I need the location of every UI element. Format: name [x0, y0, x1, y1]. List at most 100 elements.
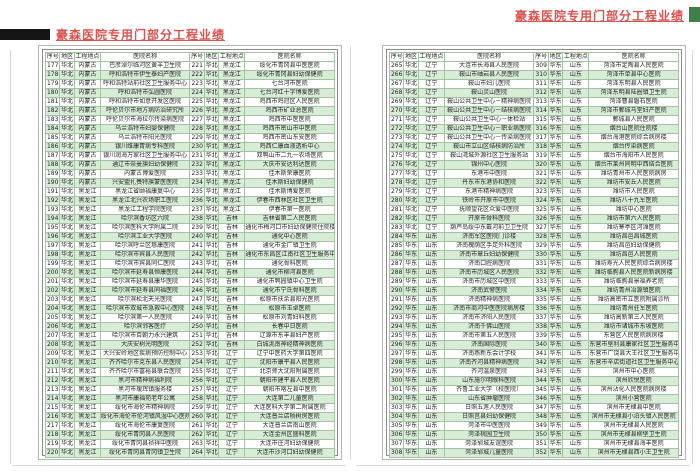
cell-location: 黑龙江 [73, 250, 101, 260]
cell-location: 辽宁 [218, 403, 246, 413]
cell-no: 216 [44, 412, 61, 422]
cell-location: 黑龙江 [218, 196, 246, 206]
cell-location: 山东 [417, 250, 445, 260]
table-row: 307 华东 山东 菏泽郓城友谊医院 351 华东 山东 滨州市无棣县海丰医院 [388, 439, 679, 449]
cell-no: 228 [189, 124, 205, 134]
cell-no: 288 [388, 268, 405, 278]
cell-region: 华北 [59, 295, 75, 305]
cell-location: 辽宁 [417, 124, 445, 134]
cell-hospital: 铁岭市开原市中医院 [443, 196, 535, 206]
cell-location: 山东 [417, 241, 445, 251]
cell-region: 华北 [403, 115, 419, 125]
cell-hospital: 通化市梅河口市妇幼保健院住院楼 [244, 223, 335, 233]
cell-location: 山东 [562, 340, 590, 350]
cell-region: 华东 [403, 241, 419, 251]
cell-hospital: 东营区人民医院病房楼 [588, 331, 679, 341]
cell-hospital: 鸡西市密山东安医院 [244, 133, 335, 143]
cell-hospital: 大连普兰店南山医院 [244, 421, 335, 431]
cell-location: 山东 [562, 97, 590, 107]
cell-region: 华北 [403, 106, 419, 116]
cell-hospital: 黑河市康福苑老年公寓 [99, 394, 191, 404]
table-row: 280 华北 辽宁 铁岭市开原市中医院 324 华东 山东 潍坊八十九军医院 [388, 196, 679, 206]
cell-location: 山东 [417, 277, 445, 287]
cell-location: 山东 [417, 448, 445, 458]
table-row: 265 华北 辽宁 大连市长海县人民医院 309 华东 山东 菏泽市定陶县人民医院 [388, 61, 679, 71]
cell-hospital: 潍坊市第六人民医院 [588, 214, 679, 224]
cell-no: 221 [189, 61, 205, 71]
cell-no: 272 [388, 124, 405, 134]
cell-no: 230 [189, 142, 205, 152]
table-row: 278 华北 辽宁 丹东市东港协和医院 322 华东 山东 潍坊市安丘人民医院 [388, 178, 679, 188]
cell-region: 华东 [547, 241, 564, 251]
table-row: 206 华北 黑龙江 哈尔滨邻客医疗 250 华北 吉林 长春中日医院 [44, 322, 335, 332]
cell-location: 辽宁 [417, 97, 445, 107]
cell-region: 华北 [203, 196, 220, 206]
cell-location: 吉林 [218, 286, 246, 296]
cell-location: 黑龙江 [73, 295, 101, 305]
cell-location: 山东 [417, 421, 445, 431]
cell-location: 山东 [417, 394, 445, 404]
cell-region: 华北 [203, 394, 220, 404]
cell-no: 328 [533, 232, 549, 242]
cell-region: 华东 [547, 331, 564, 341]
cell-region: 华北 [203, 385, 220, 395]
cell-no: 204 [44, 304, 61, 314]
cell-region: 华东 [547, 304, 564, 314]
cell-no: 348 [533, 412, 549, 422]
cell-region: 华北 [59, 313, 75, 323]
cell-hospital: 吉林省第二人民医院 [244, 214, 335, 224]
left-title-accent-bar [0, 29, 50, 40]
cell-no: 277 [388, 169, 405, 179]
table-row: 283 华北 辽宁 葫芦岛绥中东戴河前卫卫生院 327 华东 山东 潍坊寒亭区河滩医院 [388, 223, 679, 233]
table-row: 302 华东 山东 山东省肿瘤医院 346 华东 山东 滨州小营医院 [388, 394, 679, 404]
table-row: 196 华北 黑龙江 哈尔滨工业大学医院 240 华北 吉林 通化中心医院 [44, 232, 335, 242]
cell-hospital: 松原市扶余县阳光医院 [244, 295, 335, 305]
cell-location: 山东 [417, 268, 445, 278]
cell-no: 327 [533, 223, 549, 233]
cell-hospital: 呼和浩特站前社区卫生服务中心 [99, 79, 191, 89]
cell-location: 辽宁 [417, 133, 445, 143]
cell-location: 内蒙古 [73, 106, 101, 116]
cell-no: 316 [533, 124, 549, 134]
table-row: 276 华北 辽宁 锦州中心医院 320 华东 山东 烟台市莱州同明中西结合医院 [388, 160, 679, 170]
header-cell-region: 地区 [547, 52, 564, 62]
cell-region: 华北 [59, 304, 75, 314]
cell-no: 335 [533, 295, 549, 305]
cell-region: 华东 [547, 214, 564, 224]
cell-hospital: 齐鲁工业大学（校医院） [443, 385, 535, 395]
table-row: 202 华北 黑龙江 哈尔滨市延寿县同福医院 246 华北 吉林 通化市宁氏骨科医院 [44, 286, 335, 296]
cell-region: 华东 [547, 205, 564, 215]
cell-location: 黑龙江 [73, 358, 101, 368]
cell-region: 华北 [59, 115, 75, 125]
cell-region: 华东 [403, 268, 419, 278]
table-row: 207 华北 黑龙江 哈尔滨市百朝力永兴建筑 251 华北 吉林 辽源市东丰县妇产医院 [44, 331, 335, 341]
cell-no: 203 [44, 295, 61, 305]
right-title-accent-bar [689, 7, 700, 22]
cell-location: 辽宁 [417, 79, 445, 89]
cell-no: 201 [44, 277, 61, 287]
cell-region: 华北 [59, 160, 75, 170]
cell-region: 华北 [203, 367, 220, 377]
table-row: 186 华北 内蒙古 银川维康胃病专科医院 230 华北 黑龙江 鸡西仁康血液透析中心 [44, 142, 335, 152]
cell-hospital: 辽宁中医药大学第四医院 [244, 349, 335, 359]
cell-no: 185 [44, 133, 61, 143]
cell-region: 华东 [403, 421, 419, 431]
cell-location: 黑龙江 [218, 178, 246, 188]
table-row: 275 华北 辽宁 鞍山湾城外源社区卫生服务站 319 华东 山东 烟台市海阳市人民医院 [388, 151, 679, 161]
cell-hospital: 朝阳市建平县人民医院 [244, 376, 335, 386]
cell-region: 华北 [59, 277, 75, 287]
table-row: 215 华北 黑龙江 绥化市海伦市精神病院 259 华北 辽宁 大连医科大学第二附属医院 [44, 403, 335, 413]
cell-location: 内蒙古 [73, 88, 101, 98]
cell-location: 山东 [417, 232, 445, 242]
cell-region: 华北 [203, 124, 220, 134]
cell-location: 黑龙江 [73, 421, 101, 431]
cell-location: 黑龙江 [73, 313, 101, 323]
cell-region: 华东 [403, 232, 419, 242]
cell-no: 192 [44, 196, 61, 206]
cell-no: 282 [388, 214, 405, 224]
cell-region: 华北 [403, 142, 419, 152]
table-row: 304 华东 山东 日照莒县妇幼保健院 348 华东 山东 滨州市无棣县小泊头镇人民医院 [388, 412, 679, 422]
cell-no: 301 [388, 385, 405, 395]
cell-region: 华北 [203, 268, 220, 278]
cell-no: 343 [533, 367, 549, 377]
